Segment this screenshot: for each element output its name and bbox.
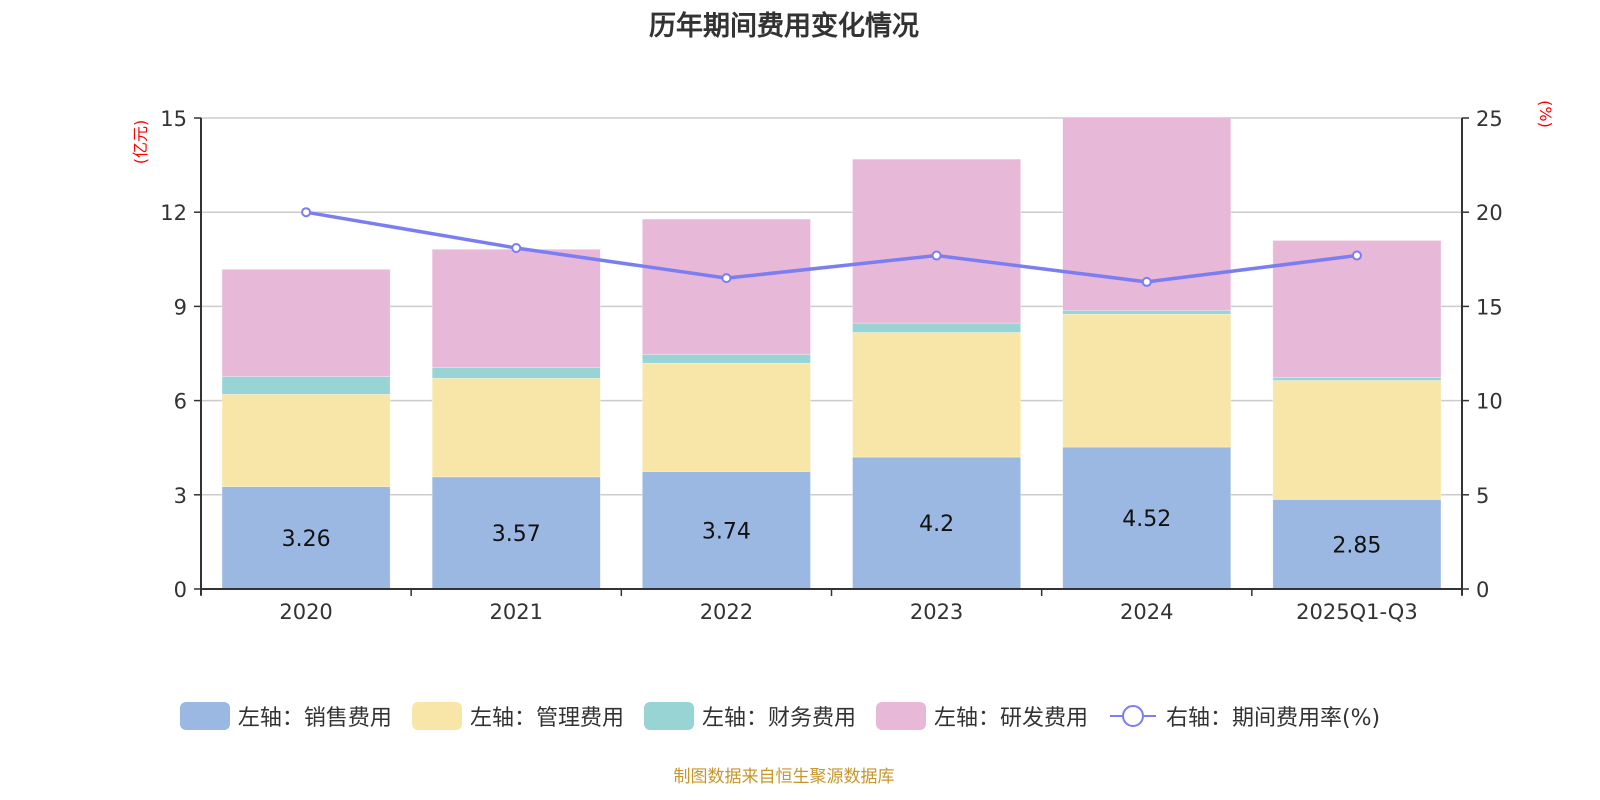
bar-segment-2 bbox=[642, 354, 811, 364]
bar-segment-3 bbox=[431, 248, 601, 368]
bar-data-label: 3.26 bbox=[282, 527, 331, 552]
bar-segment-1 bbox=[1062, 313, 1232, 448]
left-axis-unit: (亿元) bbox=[131, 120, 150, 165]
legend-label: 右轴：期间费用率(%) bbox=[1165, 706, 1381, 731]
source-note: 制图数据来自恒生聚源数据库 bbox=[673, 767, 895, 787]
left-axis-tick-label: 15 bbox=[160, 107, 187, 131]
legend-swatch bbox=[643, 702, 694, 730]
bar-segment-3 bbox=[642, 218, 811, 355]
legend-item[interactable]: 左轴：管理费用 bbox=[411, 700, 624, 732]
legend-line-marker-icon bbox=[1109, 705, 1156, 727]
legend-item[interactable]: 左轴：财务费用 bbox=[643, 700, 856, 732]
legend-label: 左轴：财务费用 bbox=[701, 706, 856, 731]
line-point bbox=[511, 242, 522, 253]
gridlines bbox=[201, 117, 1462, 496]
bar-data-label: 3.74 bbox=[702, 519, 751, 544]
line-path bbox=[305, 210, 1358, 284]
chart-canvas: 3.26 3.57 3.74 4.2 4.52 2.85 0 3 6 9 12 15 0 5 10 15 20… bbox=[131, 100, 1555, 624]
left-axis-tick-label: 3 bbox=[174, 484, 187, 508]
legend-swatch bbox=[179, 702, 230, 730]
x-axis-tick-label: 2020 bbox=[279, 600, 332, 624]
bar-segment-0 bbox=[221, 486, 391, 589]
x-axis-tick-label: 2022 bbox=[700, 600, 753, 624]
bar-series bbox=[221, 118, 1442, 589]
bar-segment-3 bbox=[221, 269, 391, 377]
bar-segment-0 bbox=[431, 476, 601, 589]
left-axis-tick-label: 12 bbox=[160, 201, 187, 225]
legend-item[interactable]: 右轴：期间费用率(%) bbox=[1108, 700, 1380, 732]
bar-data-label: 2.85 bbox=[1332, 533, 1381, 558]
legend-swatch bbox=[411, 702, 462, 730]
legend-label: 左轴：管理费用 bbox=[469, 706, 624, 731]
bar-data-label: 4.2 bbox=[919, 512, 954, 537]
bar-segment-3 bbox=[852, 158, 1021, 324]
right-axis-tick-label: 20 bbox=[1476, 201, 1503, 225]
legend: 左轴：销售费用 左轴：管理费用 左轴：财务费用 左轴：研发费用 右轴：期间费用率(%) bbox=[0, 700, 1560, 732]
left-axis-tick-label: 6 bbox=[174, 390, 187, 414]
x-axis-tick-label: 2021 bbox=[490, 600, 543, 624]
right-axis-tick-label: 15 bbox=[1476, 295, 1503, 319]
bar-segment-2 bbox=[1062, 310, 1232, 315]
right-axis-tick-label: 5 bbox=[1476, 484, 1489, 508]
bar-segment-2 bbox=[221, 376, 391, 395]
bar-segment-0 bbox=[1062, 446, 1232, 589]
legend-swatch bbox=[875, 702, 926, 730]
bar-labels: 3.26 3.57 3.74 4.2 4.52 2.85 bbox=[282, 507, 1382, 558]
line-series bbox=[301, 207, 1362, 287]
bar-segment-3 bbox=[1272, 240, 1442, 378]
bar-segment-1 bbox=[852, 332, 1021, 458]
left-axis-tick-label: 9 bbox=[174, 295, 187, 319]
line-point bbox=[1351, 250, 1362, 261]
bar-segment-1 bbox=[1272, 380, 1442, 500]
right-axis-tick-label: 25 bbox=[1476, 107, 1503, 131]
right-axis-tick-label: 0 bbox=[1476, 578, 1489, 602]
line-point bbox=[1141, 276, 1152, 287]
bar-data-label: 3.57 bbox=[492, 522, 541, 547]
bar-segment-1 bbox=[642, 362, 811, 472]
right-axis-tick-label: 10 bbox=[1476, 390, 1503, 414]
bar-segment-2 bbox=[431, 367, 601, 379]
x-axis-tick-label: 2025Q1-Q3 bbox=[1296, 600, 1418, 624]
line-point bbox=[721, 273, 732, 284]
legend-item[interactable]: 左轴：研发费用 bbox=[875, 700, 1088, 732]
chart-title: 历年期间费用变化情况 bbox=[649, 11, 919, 42]
bar-segment-0 bbox=[1272, 499, 1442, 589]
x-axis-tick-label: 2024 bbox=[1120, 600, 1173, 624]
left-axis-tick-label: 0 bbox=[174, 578, 187, 602]
legend-label: 左轴：研发费用 bbox=[933, 706, 1088, 731]
legend-item[interactable]: 左轴：销售费用 bbox=[179, 700, 392, 732]
bar-data-label: 4.52 bbox=[1122, 507, 1171, 532]
x-axis-tick-label: 2023 bbox=[910, 600, 963, 624]
line-point bbox=[931, 250, 942, 261]
bar-segment-1 bbox=[221, 394, 391, 487]
legend-label: 左轴：销售费用 bbox=[237, 706, 392, 731]
bar-segment-2 bbox=[852, 322, 1021, 333]
line-point bbox=[301, 207, 312, 218]
bar-segment-2 bbox=[1272, 377, 1442, 381]
right-axis-unit: (%) bbox=[1536, 100, 1555, 128]
bar-segment-1 bbox=[431, 378, 601, 478]
bar-segment-0 bbox=[642, 471, 811, 589]
axes: 0 3 6 9 12 15 0 5 10 15 20 25 2020 2021 2022 2023 2024 20… bbox=[160, 107, 1502, 624]
